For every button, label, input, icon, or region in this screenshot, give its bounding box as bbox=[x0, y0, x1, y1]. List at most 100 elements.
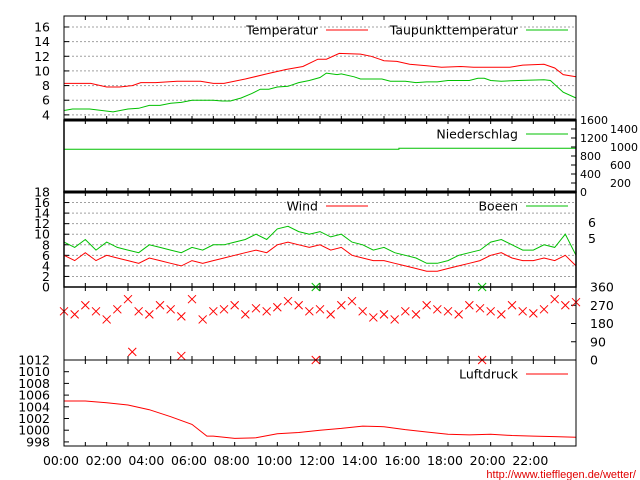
y2-tick-label: 90 bbox=[590, 334, 606, 349]
legend-label: Temperatur bbox=[245, 23, 319, 38]
scatter-point bbox=[91, 306, 101, 316]
scatter-point bbox=[411, 310, 421, 319]
scatter-point bbox=[283, 296, 293, 306]
scatter-point bbox=[187, 294, 197, 304]
x-tick-label: 20:00 bbox=[470, 453, 506, 468]
y-tick-label: 16 bbox=[34, 195, 50, 210]
scatter-point bbox=[390, 315, 400, 324]
scatter-point bbox=[518, 306, 528, 316]
series-line-niederschlag bbox=[64, 147, 576, 150]
x-tick-label: 08:00 bbox=[214, 453, 250, 468]
scatter-point bbox=[368, 313, 378, 322]
scatter-point bbox=[294, 300, 304, 310]
scatter-point bbox=[127, 347, 137, 357]
scatter-point bbox=[528, 309, 538, 318]
scatter-point bbox=[507, 300, 517, 310]
series-line-luftdruck bbox=[64, 400, 577, 439]
x-tick-label: 04:00 bbox=[128, 453, 164, 468]
y-tick-label: 0 bbox=[42, 280, 50, 295]
scatter-point bbox=[240, 310, 250, 319]
y2-tick-label: 1200 bbox=[580, 132, 608, 145]
scatter-point bbox=[496, 310, 506, 319]
scatter-point bbox=[443, 306, 453, 316]
y2-tick-label: 1400 bbox=[610, 123, 638, 136]
scatter-point bbox=[304, 306, 314, 316]
scatter-point bbox=[550, 294, 560, 304]
scatter-point bbox=[102, 315, 112, 324]
legend-label: Niederschlag bbox=[436, 127, 518, 142]
x-tick-label: 14:00 bbox=[342, 453, 378, 468]
y2-tick-label: 200 bbox=[610, 177, 631, 190]
scatter-point bbox=[358, 306, 368, 316]
scatter-point bbox=[230, 300, 240, 310]
legend-label: Taupunkttemperatur bbox=[389, 23, 519, 38]
y-tick-label: 1008 bbox=[18, 376, 50, 391]
series-line-taupunkttemperatur bbox=[63, 72, 577, 113]
panel-wind_direction: 0 90 180 270 360 bbox=[59, 280, 614, 368]
y2-tick-label: 1600 bbox=[580, 114, 608, 127]
scatter-point bbox=[400, 306, 410, 316]
y-tick-label: 1010 bbox=[18, 364, 50, 379]
y-tick-label: 1012 bbox=[18, 353, 50, 368]
y2-tick-label: 400 bbox=[580, 168, 601, 181]
scatter-point bbox=[123, 294, 133, 304]
x-tick-label: 22:00 bbox=[512, 453, 548, 468]
scatter-point bbox=[70, 310, 80, 319]
source-url: http://www.tiefflegen.de/wetter/ bbox=[486, 469, 637, 480]
x-tick-label: 00:00 bbox=[43, 453, 79, 468]
scatter-point bbox=[272, 302, 282, 312]
y-tick-label: 16 bbox=[34, 19, 50, 34]
series-line-temperatur bbox=[64, 52, 577, 88]
scatter-point bbox=[486, 306, 496, 316]
y-tick-label: 998 bbox=[26, 434, 50, 449]
y-tick-label: 12 bbox=[34, 49, 50, 64]
y2-tick-label: 6 bbox=[588, 215, 596, 230]
y2-tick-label: 1000 bbox=[610, 141, 638, 154]
x-tick-label: 02:00 bbox=[86, 453, 122, 468]
legend-label: Luftdruck bbox=[459, 367, 519, 382]
y-tick-label: 2 bbox=[42, 269, 50, 284]
scatter-point bbox=[176, 312, 186, 321]
scatter-point bbox=[315, 304, 325, 314]
scatter-point bbox=[166, 304, 176, 314]
scatter-point bbox=[251, 303, 261, 313]
y-tick-label: 14 bbox=[34, 34, 50, 49]
scatter-point bbox=[198, 315, 208, 324]
y-tick-label: 1000 bbox=[18, 423, 50, 438]
y2-tick-label: 360 bbox=[590, 280, 614, 295]
y-tick-label: 18 bbox=[34, 185, 50, 200]
scatter-point bbox=[432, 304, 442, 314]
scatter-point bbox=[347, 296, 357, 306]
scatter-point bbox=[134, 306, 144, 316]
scatter-point bbox=[336, 300, 346, 310]
y-tick-label: 10 bbox=[34, 227, 50, 242]
scatter-point bbox=[144, 310, 154, 319]
panel-frame bbox=[63, 286, 577, 361]
scatter-point bbox=[379, 310, 389, 319]
x-tick-label: 16:00 bbox=[384, 453, 420, 468]
y-tick-label: 6 bbox=[42, 248, 50, 263]
panel-frame bbox=[63, 359, 577, 447]
y-tick-label: 4 bbox=[42, 107, 50, 122]
scatter-point bbox=[155, 300, 165, 310]
scatter-point bbox=[219, 304, 229, 314]
y2-tick-label: 0 bbox=[590, 353, 598, 368]
y-tick-label: 14 bbox=[34, 206, 50, 221]
y-tick-label: 4 bbox=[42, 258, 50, 273]
y2-tick-label: 270 bbox=[590, 298, 614, 313]
y2-tick-label: 180 bbox=[590, 316, 614, 331]
y2-tick-label: 600 bbox=[610, 159, 631, 172]
scatter-point bbox=[176, 351, 186, 361]
scatter-point bbox=[560, 300, 570, 310]
scatter-point bbox=[326, 310, 336, 319]
y-tick-label: 6 bbox=[42, 93, 50, 108]
scatter-point bbox=[262, 306, 272, 316]
x-tick-label: 18:00 bbox=[427, 453, 463, 468]
y2-tick-label: 800 bbox=[580, 150, 601, 163]
scatter-point bbox=[475, 303, 485, 313]
